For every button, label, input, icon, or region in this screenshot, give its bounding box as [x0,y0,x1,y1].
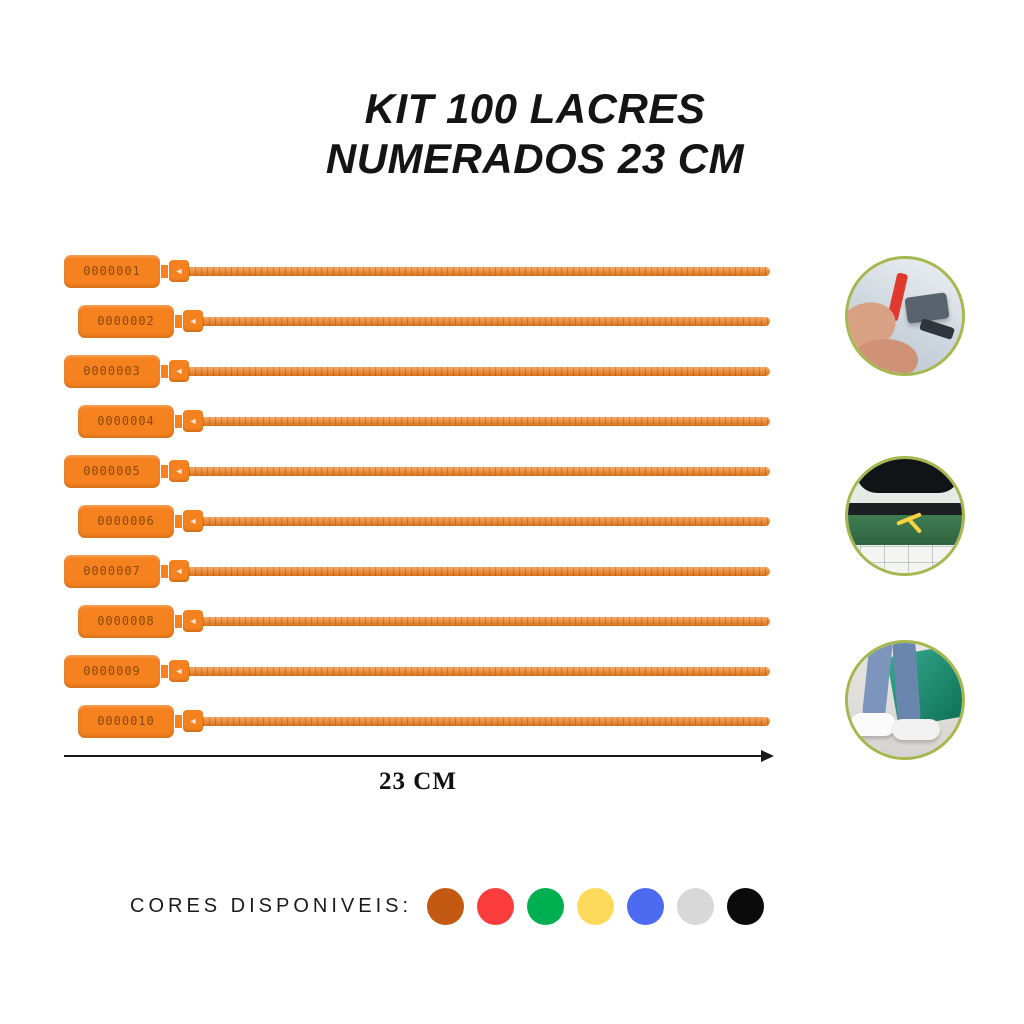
seal-lock: ◄ [169,260,189,282]
photo-shoe-shape [892,719,940,740]
seal-strap [189,366,770,376]
photo-hand-shape [852,339,918,373]
lock-arrow-icon: ◄ [174,365,184,376]
photo-shoe-shape [850,713,896,736]
seal-number: 0000001 [83,264,141,278]
seal-strap [203,716,770,726]
lock-arrow-icon: ◄ [174,665,184,676]
dimension-arrow [64,750,774,762]
seal: 0000008 ◄ [78,596,770,646]
seal-lock: ◄ [169,660,189,682]
lock-arrow-icon: ◄ [174,465,184,476]
seal-neck [175,614,182,628]
color-swatch-blue [627,887,665,925]
seal-strap [203,316,770,326]
seal: 0000004 ◄ [78,396,770,446]
available-colors-label: CORES DISPONIVEIS: [130,894,413,917]
seal-neck [161,264,168,278]
seal-strap [189,666,770,676]
color-swatch-orange [427,887,465,925]
seal: 0000002 ◄ [78,296,770,346]
title-line-1: KIT 100 LACRES [364,85,706,132]
lock-arrow-icon: ◄ [188,615,198,626]
seal-tag: 0000005 [64,454,160,488]
seal-lock: ◄ [169,360,189,382]
seal-strap [203,416,770,426]
page-title: KIT 100 LACRES NUMERADOS 23 CM [0,84,1024,185]
seal-number: 0000010 [97,714,155,728]
seal-tag: 0000010 [78,704,174,738]
lock-arrow-icon: ◄ [174,265,184,276]
seal-strap [189,266,770,276]
title-line-2: NUMERADOS 23 CM [325,135,745,183]
seal-tag: 0000003 [64,354,160,388]
seal-stack: 0000001 ◄ 0000002 ◄ 0000003 ◄ 0000004 ◄ 0000005 ◄… [64,246,770,746]
seal-neck [175,314,182,328]
usage-photo-case-handle [845,456,965,576]
color-swatch-yellow [577,887,615,925]
usage-photo-sneakers-bag [845,640,965,760]
seal-tag: 0000009 [64,654,160,688]
seal-neck [161,464,168,478]
color-swatch-green [527,887,565,925]
seal-strap [189,566,770,576]
lock-arrow-icon: ◄ [188,415,198,426]
seal-neck [161,364,168,378]
lock-arrow-icon: ◄ [188,315,198,326]
color-swatch-black [727,887,765,925]
seal: 0000010 ◄ [78,696,770,746]
color-swatch-group [427,887,765,925]
arrowhead-icon [761,750,774,762]
seal-lock: ◄ [169,560,189,582]
seal: 0000007 ◄ [64,546,770,596]
seal-number: 0000007 [83,564,141,578]
dimension-indicator: 23 CM [64,750,774,796]
seal-tag: 0000002 [78,304,174,338]
lock-arrow-icon: ◄ [188,515,198,526]
seal-neck [175,414,182,428]
seal-lock: ◄ [169,460,189,482]
photo-labels-shape [860,545,956,573]
seal-neck [175,714,182,728]
dimension-label: 23 CM [379,768,457,795]
seal-tag: 0000008 [78,604,174,638]
seal-number: 0000006 [97,514,155,528]
seal: 0000003 ◄ [64,346,770,396]
seal-lock: ◄ [183,310,203,332]
seal: 0000001 ◄ [64,246,770,296]
lock-arrow-icon: ◄ [174,565,184,576]
color-swatch-red [477,887,515,925]
seal: 0000005 ◄ [64,446,770,496]
color-swatch-white [677,887,715,925]
seal-lock: ◄ [183,710,203,732]
seal-strap [203,516,770,526]
seal-strap [203,616,770,626]
seal: 0000006 ◄ [78,496,770,546]
seal-lock: ◄ [183,610,203,632]
seal-strap [189,466,770,476]
seal-tag: 0000001 [64,254,160,288]
seal-tag: 0000006 [78,504,174,538]
seal-number: 0000008 [97,614,155,628]
seal-neck [175,514,182,528]
seal-lock: ◄ [183,510,203,532]
seal-number: 0000004 [97,414,155,428]
available-colors-row: CORES DISPONIVEIS: [130,884,765,928]
seal-lock: ◄ [183,410,203,432]
seal-number: 0000005 [83,464,141,478]
seal-number: 0000003 [83,364,141,378]
lock-arrow-icon: ◄ [188,715,198,726]
photo-handle-shape [856,459,960,493]
seal: 0000009 ◄ [64,646,770,696]
seal-neck [161,564,168,578]
seal-tag: 0000007 [64,554,160,588]
seal-number: 0000009 [83,664,141,678]
seal-neck [161,664,168,678]
seal-tag: 0000004 [78,404,174,438]
seal-number: 0000002 [97,314,155,328]
photo-case-edge-shape [848,503,962,515]
usage-photo-door-latch [845,256,965,376]
